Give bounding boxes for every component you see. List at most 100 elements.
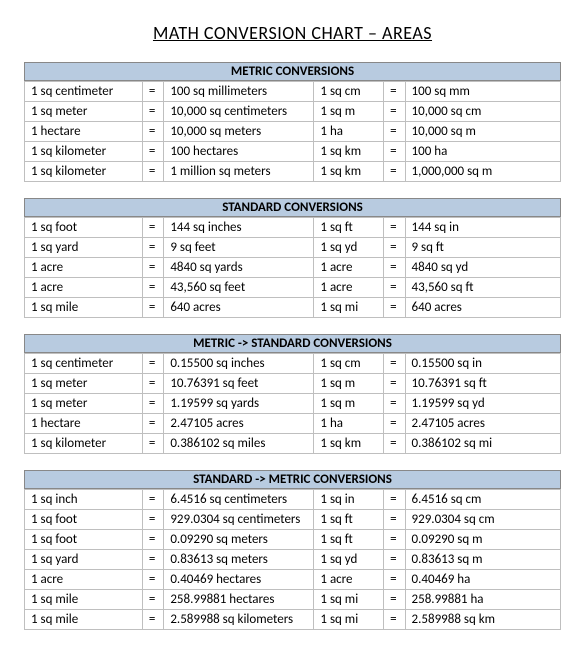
section-header: METRIC -> STANDARD CONVERSIONS <box>24 334 561 353</box>
cell-abbr: 1 sq m <box>314 102 384 122</box>
cell-equals: = <box>384 298 405 318</box>
conversion-table: 1 sq centimeter=0.15500 sq inches1 sq cm… <box>24 353 561 454</box>
cell-abbr: 1 sq ft <box>314 530 384 550</box>
cell-abbr: 1 sq mi <box>314 610 384 630</box>
cell-equals: = <box>142 142 163 162</box>
cell-value-long: 9 sq feet <box>164 238 314 258</box>
cell-abbr: 1 sq cm <box>314 82 384 102</box>
cell-unit: 1 sq meter <box>25 374 143 394</box>
cell-value-abbr: 1.19599 sq yd <box>405 394 560 414</box>
table-row: 1 acre=0.40469 hectares1 acre=0.40469 ha <box>25 570 561 590</box>
section-header: STANDARD CONVERSIONS <box>24 198 561 217</box>
cell-abbr: 1 sq km <box>314 142 384 162</box>
cell-equals: = <box>142 610 163 630</box>
cell-value-long: 0.15500 sq inches <box>164 354 314 374</box>
cell-equals: = <box>142 590 163 610</box>
cell-value-long: 258.99881 hectares <box>164 590 314 610</box>
cell-equals: = <box>142 374 163 394</box>
cell-value-long: 10.76391 sq feet <box>164 374 314 394</box>
cell-value-abbr: 2.589988 sq km <box>405 610 560 630</box>
cell-equals: = <box>384 278 405 298</box>
cell-unit: 1 acre <box>25 278 143 298</box>
table-row: 1 sq kilometer=100 hectares1 sq km=100 h… <box>25 142 561 162</box>
table-row: 1 sq foot=144 sq inches1 sq ft=144 sq in <box>25 218 561 238</box>
cell-equals: = <box>142 278 163 298</box>
table-row: 1 sq mile=640 acres1 sq mi=640 acres <box>25 298 561 318</box>
cell-value-long: 100 hectares <box>164 142 314 162</box>
cell-value-abbr: 0.83613 sq m <box>405 550 560 570</box>
cell-equals: = <box>142 394 163 414</box>
cell-equals: = <box>142 490 163 510</box>
conversion-section: STANDARD -> METRIC CONVERSIONS1 sq inch=… <box>24 470 561 630</box>
table-row: 1 sq meter=1.19599 sq yards1 sq m=1.1959… <box>25 394 561 414</box>
table-row: 1 acre=4840 sq yards1 acre=4840 sq yd <box>25 258 561 278</box>
cell-value-long: 1.19599 sq yards <box>164 394 314 414</box>
cell-abbr: 1 acre <box>314 258 384 278</box>
cell-value-long: 2.47105 acres <box>164 414 314 434</box>
table-row: 1 sq kilometer=0.386102 sq miles1 sq km=… <box>25 434 561 454</box>
table-row: 1 sq foot=929.0304 sq centimeters1 sq ft… <box>25 510 561 530</box>
cell-equals: = <box>384 218 405 238</box>
cell-value-long: 0.40469 hectares <box>164 570 314 590</box>
cell-value-long: 4840 sq yards <box>164 258 314 278</box>
cell-equals: = <box>384 82 405 102</box>
cell-unit: 1 sq foot <box>25 510 143 530</box>
cell-equals: = <box>142 258 163 278</box>
cell-value-long: 0.09290 sq meters <box>164 530 314 550</box>
cell-equals: = <box>384 354 405 374</box>
cell-equals: = <box>384 102 405 122</box>
conversion-section: METRIC -> STANDARD CONVERSIONS1 sq centi… <box>24 334 561 454</box>
cell-unit: 1 acre <box>25 258 143 278</box>
cell-value-abbr: 929.0304 sq cm <box>405 510 560 530</box>
cell-unit: 1 sq centimeter <box>25 354 143 374</box>
cell-equals: = <box>142 82 163 102</box>
cell-equals: = <box>142 354 163 374</box>
conversion-section: STANDARD CONVERSIONS1 sq foot=144 sq inc… <box>24 198 561 318</box>
cell-value-abbr: 100 ha <box>405 142 560 162</box>
cell-equals: = <box>384 162 405 182</box>
cell-value-abbr: 43,560 sq ft <box>405 278 560 298</box>
cell-value-abbr: 10.76391 sq ft <box>405 374 560 394</box>
cell-value-abbr: 0.40469 ha <box>405 570 560 590</box>
cell-equals: = <box>142 414 163 434</box>
cell-unit: 1 sq foot <box>25 218 143 238</box>
cell-unit: 1 sq mile <box>25 610 143 630</box>
cell-value-long: 10,000 sq meters <box>164 122 314 142</box>
cell-abbr: 1 acre <box>314 278 384 298</box>
cell-value-abbr: 6.4516 sq cm <box>405 490 560 510</box>
cell-abbr: 1 sq mi <box>314 590 384 610</box>
cell-equals: = <box>142 122 163 142</box>
cell-abbr: 1 sq ft <box>314 218 384 238</box>
cell-value-abbr: 1,000,000 sq m <box>405 162 560 182</box>
sections-container: METRIC CONVERSIONS1 sq centimeter=100 sq… <box>24 62 561 630</box>
conversion-table: 1 sq foot=144 sq inches1 sq ft=144 sq in… <box>24 217 561 318</box>
cell-equals: = <box>384 570 405 590</box>
cell-abbr: 1 ha <box>314 414 384 434</box>
cell-equals: = <box>142 162 163 182</box>
cell-equals: = <box>384 238 405 258</box>
cell-abbr: 1 sq in <box>314 490 384 510</box>
table-row: 1 sq mile=2.589988 sq kilometers1 sq mi=… <box>25 610 561 630</box>
table-row: 1 sq yard=9 sq feet1 sq yd=9 sq ft <box>25 238 561 258</box>
table-row: 1 sq meter=10.76391 sq feet1 sq m=10.763… <box>25 374 561 394</box>
cell-unit: 1 hectare <box>25 122 143 142</box>
cell-unit: 1 sq inch <box>25 490 143 510</box>
cell-equals: = <box>384 258 405 278</box>
table-row: 1 sq kilometer=1 million sq meters1 sq k… <box>25 162 561 182</box>
cell-unit: 1 sq mile <box>25 590 143 610</box>
table-row: 1 sq inch=6.4516 sq centimeters1 sq in=6… <box>25 490 561 510</box>
table-row: 1 sq yard=0.83613 sq meters1 sq yd=0.836… <box>25 550 561 570</box>
cell-unit: 1 sq foot <box>25 530 143 550</box>
cell-value-abbr: 100 sq mm <box>405 82 560 102</box>
cell-value-abbr: 2.47105 acres <box>405 414 560 434</box>
cell-unit: 1 sq mile <box>25 298 143 318</box>
table-row: 1 sq foot=0.09290 sq meters1 sq ft=0.092… <box>25 530 561 550</box>
table-row: 1 hectare=10,000 sq meters1 ha=10,000 sq… <box>25 122 561 142</box>
table-row: 1 hectare=2.47105 acres1 ha=2.47105 acre… <box>25 414 561 434</box>
cell-value-abbr: 144 sq in <box>405 218 560 238</box>
cell-value-abbr: 640 acres <box>405 298 560 318</box>
cell-value-abbr: 10,000 sq cm <box>405 102 560 122</box>
cell-value-abbr: 9 sq ft <box>405 238 560 258</box>
cell-unit: 1 sq kilometer <box>25 142 143 162</box>
cell-equals: = <box>142 510 163 530</box>
